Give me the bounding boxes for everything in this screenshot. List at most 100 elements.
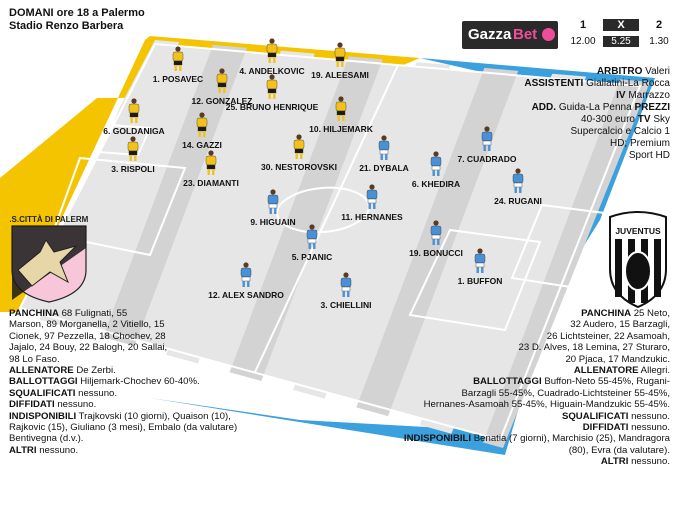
player-figure-icon [266,74,278,99]
player-label: 1. BUFFON [457,276,503,286]
player-figure-icon [366,184,378,209]
odds-label-2: 2 [655,19,663,31]
player-label: 30. NESTOROVSKI [261,162,337,172]
player-figure-icon [340,272,352,297]
palermo-player [127,98,141,129]
prezzi-key: PREZZI [634,102,670,113]
palermo-panchina-l1: 68 Fulignati, 55 [61,308,128,319]
odds-value-x: 5.25 [603,36,639,47]
field-stripe [245,40,475,448]
player-figure-icon [306,224,318,249]
palermo-player [333,42,347,73]
juventus-player [305,224,319,255]
tv-key: TV [637,114,651,125]
juve-panchina-l1: 25 Neto, [633,308,670,319]
juve-indisponibili-key: INDISPONIBILI [403,433,472,445]
palermo-player [334,96,348,127]
player-label: 21. DYBALA [359,163,409,173]
palermo-player [265,74,279,105]
player-label: 12. GONZALEZ [191,96,253,106]
palermo-player [292,134,306,165]
gazzabet-logo: Gazza Bet [462,21,558,49]
player-figure-icon [430,151,442,176]
juve-squalificati-key: SQUALIFICATI [561,410,629,422]
add-key: ADD. [531,102,557,113]
arbitro-value: Valeri [645,66,670,77]
player-figure-icon [128,98,140,123]
player-label: 5. PJANIC [291,252,333,262]
player-label: 23. DIAMANTI [183,178,239,188]
juventus-player [429,220,443,251]
player-figure-icon [481,126,493,151]
juve-indisponibili-l1: Benatia (7 giorni), Marchisio (25), Mand… [473,433,670,445]
juventus-player [266,189,280,220]
player-figure-icon [127,136,139,161]
player-figure-icon [293,134,305,159]
juventus-player [511,168,525,199]
tv-value: Sky [653,114,670,125]
palermo-squalificati-value: nessuno. [78,387,118,399]
player-figure-icon [216,68,228,93]
palermo-squalificati-key: SQUALIFICATI [9,387,76,399]
palermo-ballottaggi-value: Hiljemark-Chochev 60-40%. [80,376,200,388]
player-label: 14. GAZZI [182,140,222,150]
brand-text-b: Bet [513,26,538,43]
palermo-panchina-l3: Cionek, 97 Pezzella, 18 Chochev, 28 [9,330,166,342]
juventus-player [365,184,379,215]
juve-ballottaggi-l3: Hernanes-Asamoah 55-45%, Higuain-Mandzuk… [423,399,670,411]
brand-text-a: Gazza [468,26,512,43]
juve-panchina-l4: 23 D. Alves, 18 Lemina, 27 Sturaro, [518,342,670,354]
player-label: 19. BONUCCI [409,248,463,258]
player-figure-icon [172,46,184,71]
player-label: 4. ANDELKOVIC [239,66,305,76]
juve-ballottaggi-l1: Buffon-Neto 55-45%, Rugani- [544,376,670,388]
tv-value-4: Sport HD [628,150,670,161]
palermo-indisponibili-l2: Rajkovic (15), Giuliano (3 mesi), Embalo… [9,422,238,434]
add-value: Guida-La Penna [558,102,632,113]
player-figure-icon [334,42,346,67]
juve-altri-value: nessuno. [631,456,670,468]
juve-panchina-l5: 20 Pjaca, 17 Mandzukic. [565,353,670,365]
palermo-crest-text: U.S.CITTÀ DI PALERMO [10,215,88,224]
juventus-player [239,262,253,293]
odds-label-1: 1 [579,19,587,31]
field-stripe [385,40,615,448]
player-figure-icon [512,168,524,193]
palermo-panchina-key: PANCHINA [9,308,59,319]
palermo-ballottaggi-key: BALLOTTAGGI [9,376,78,388]
player-figure-icon [267,189,279,214]
palermo-info: PANCHINA 68 Fulignati, 55 Marson, 89 Mor… [9,308,299,456]
arbitro-key: ARBITRO [596,66,643,77]
juventus-player [429,151,443,182]
palermo-player [171,46,185,77]
juve-panchina-key: PANCHINA [581,308,632,319]
palermo-player [265,38,279,69]
palermo-diffidati-key: DIFFIDATI [9,399,55,411]
officials-block: ARBITRO Valeri ASSISTENTI Giallatini-La … [450,66,670,162]
yellow-band [0,36,420,312]
palermo-panchina-l5: 98 Lo Faso. [9,353,60,365]
match-date: DOMANI ore 18 a Palermo [9,7,145,19]
juve-panchina-l2: 32 Audero, 15 Barzagli, [570,319,670,331]
juventus-player [473,248,487,279]
player-label: 25. BRUNO HENRIQUE [225,102,319,112]
match-info: DOMANI ore 18 a Palermo Stadio Renzo Bar… [9,7,145,33]
player-label: 10. HILJEMARK [309,124,373,134]
palermo-indisponibili-l3: Bentivegna (d.v.). [9,433,84,445]
player-label: 1. POSAVEC [152,74,204,84]
assistenti-value: Giallatini-La Rocca [586,78,670,89]
player-label: 7. CUADRADO [457,154,517,164]
player-figure-icon [240,262,252,287]
palermo-altri-key: ALTRI [9,444,37,456]
odds-value-1: 12.00 [570,36,596,47]
juve-squalificati-value: nessuno. [631,410,670,422]
tv-value-2: Supercalcio e Calcio 1 [570,126,671,137]
player-figure-icon [474,248,486,273]
player-label: 3. RISPOLI [111,164,155,174]
palermo-indisponibili-key: INDISPONIBILI [9,410,77,422]
field-stripe [455,40,650,448]
juve-diffidati-value: nessuno. [631,422,670,434]
palermo-player [195,112,209,143]
palermo-panchina-l4: Jajalo, 24 Bouy, 22 Balogh, 20 Sallai, [9,342,168,354]
